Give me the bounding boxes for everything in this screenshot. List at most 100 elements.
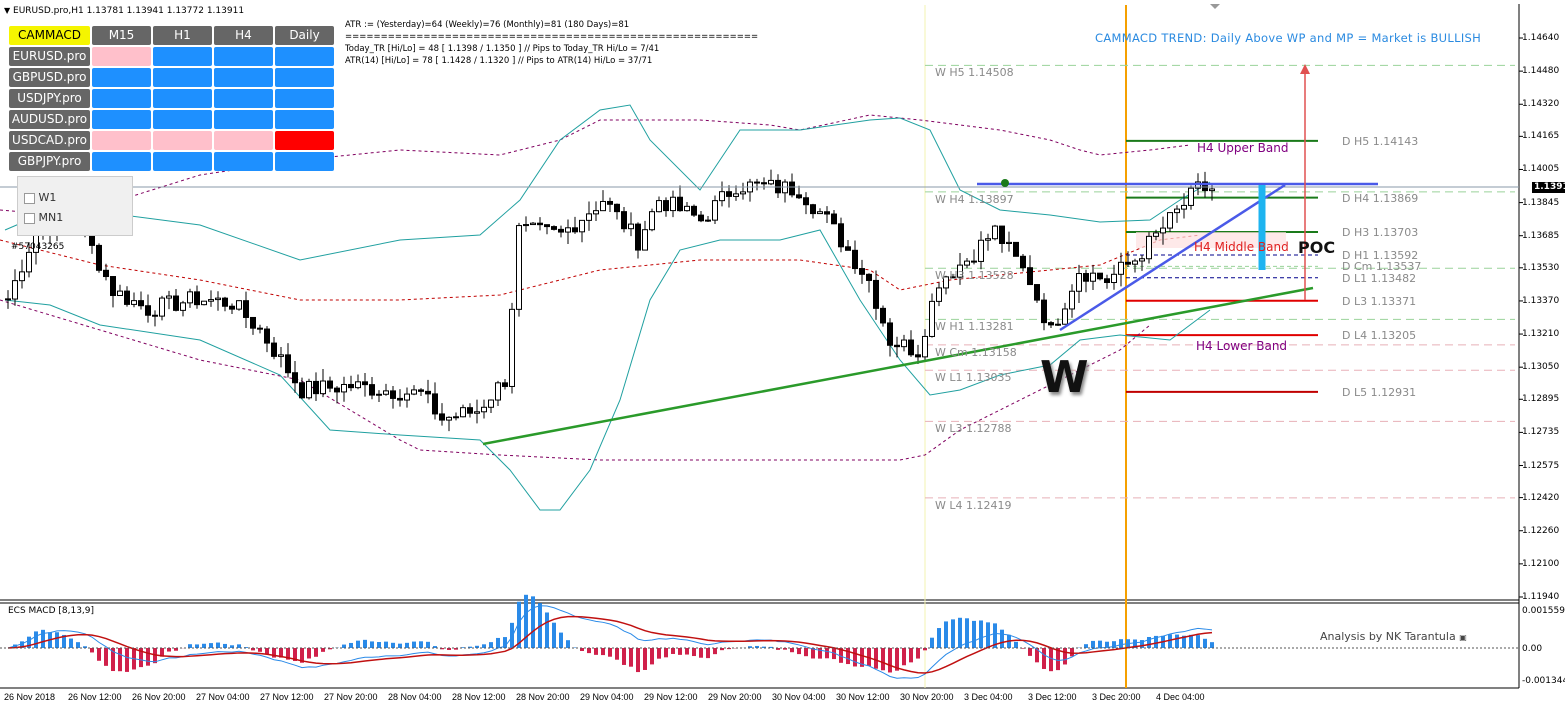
candle-body <box>1020 255 1026 269</box>
candle-body <box>495 382 501 401</box>
candle-body <box>341 383 347 393</box>
symbol-button[interactable]: USDCAD.pro <box>9 131 90 150</box>
macd-histogram-bar <box>279 648 283 658</box>
candle-body <box>26 251 32 273</box>
macd-label: ECS MACD [8,13,9] <box>8 606 95 616</box>
current-price-value: 1.13911 <box>1534 182 1565 192</box>
macd-histogram-bar <box>671 648 675 654</box>
signal-cell[interactable] <box>214 68 273 87</box>
outer-channel-lower <box>0 299 1151 461</box>
candle-body <box>789 181 795 196</box>
candle-body <box>166 295 172 299</box>
macd-histogram-bar <box>230 645 234 648</box>
candle-body <box>453 416 459 419</box>
signal-cell[interactable] <box>275 110 334 129</box>
signal-cell[interactable] <box>214 110 273 129</box>
candle-body <box>12 280 18 300</box>
macd-histogram-bar <box>440 648 444 650</box>
signal-cell[interactable] <box>92 152 151 171</box>
macd-histogram-bar <box>601 648 605 656</box>
signal-cell[interactable] <box>275 47 334 66</box>
signal-cell[interactable] <box>153 152 212 171</box>
dashboard-row: GBPUSD.pro <box>8 67 335 88</box>
macd-histogram-bar <box>853 648 857 667</box>
x-tick-label: 30 Nov 20:00 <box>900 692 954 702</box>
candle-body <box>670 196 676 212</box>
macd-histogram-bar <box>1196 635 1200 648</box>
candle-body <box>831 213 837 225</box>
macd-histogram-bar <box>1189 634 1193 648</box>
macd-histogram-bar <box>1098 640 1102 648</box>
signal-cell[interactable] <box>153 89 212 108</box>
checkbox-w1[interactable]: W1 <box>24 191 56 204</box>
candle-body <box>859 268 865 275</box>
signal-cell[interactable] <box>275 89 334 108</box>
x-tick-label: 27 Nov 04:00 <box>196 692 250 702</box>
signal-cell[interactable] <box>275 68 334 87</box>
macd-histogram-bar <box>349 642 353 648</box>
macd-histogram-bar <box>370 641 374 648</box>
candle-body <box>117 290 123 297</box>
symbol-button[interactable]: GBPUSD.pro <box>9 68 90 87</box>
macd-histogram-bar <box>958 617 962 648</box>
macd-histogram-bar <box>650 648 654 665</box>
y-tick-label: 1.13685 <box>1522 230 1560 241</box>
symbol-button[interactable]: USDJPY.pro <box>9 89 90 108</box>
macd-histogram-bar <box>524 594 528 648</box>
dashboard-title[interactable]: CAMMACD <box>9 26 90 45</box>
macd-histogram-bar <box>944 621 948 648</box>
symbol-button[interactable]: GBPJPY.pro <box>9 152 90 171</box>
macd-histogram-bar <box>629 648 633 667</box>
signal-cell[interactable] <box>214 89 273 108</box>
candle-body <box>488 399 494 408</box>
signal-cell[interactable] <box>92 47 151 66</box>
signal-cell[interactable] <box>92 110 151 129</box>
candle-body <box>376 393 382 396</box>
signal-cell[interactable] <box>153 131 212 150</box>
signal-cell[interactable] <box>275 131 334 150</box>
macd-histogram-bar <box>727 648 731 650</box>
signal-cell[interactable] <box>153 68 212 87</box>
symbol-button[interactable]: EURUSD.pro <box>9 47 90 66</box>
macd-histogram-bar <box>356 640 360 648</box>
macd-histogram-bar <box>1056 648 1060 671</box>
support-trendline[interactable] <box>482 286 1314 446</box>
macd-histogram-bar <box>139 648 143 668</box>
macd-histogram-bar <box>755 645 759 648</box>
signal-cell[interactable] <box>153 47 212 66</box>
candle-body <box>880 307 886 324</box>
macd-histogram-bar <box>286 648 290 660</box>
signal-cell[interactable] <box>214 152 273 171</box>
candle-body <box>915 354 921 358</box>
candle-body <box>964 260 970 266</box>
signal-cell[interactable] <box>275 152 334 171</box>
y-tick-label: 1.12260 <box>1522 525 1560 536</box>
macd-histogram-bar <box>307 648 311 659</box>
macd-histogram-bar <box>321 648 325 652</box>
rising-trendline[interactable] <box>1059 183 1286 332</box>
signal-cell[interactable] <box>92 68 151 87</box>
candle-body <box>1090 272 1096 282</box>
symbol-button[interactable]: AUDUSD.pro <box>9 110 90 129</box>
macd-histogram-bar <box>930 637 934 648</box>
candle-body <box>838 223 844 248</box>
candle-body <box>551 226 557 230</box>
macd-histogram-bar <box>860 648 864 667</box>
signal-cell[interactable] <box>153 110 212 129</box>
macd-histogram-bar <box>1028 648 1032 656</box>
signal-cell[interactable] <box>214 47 273 66</box>
signal-cell[interactable] <box>92 89 151 108</box>
checkbox-mn1[interactable]: MN1 <box>24 211 63 224</box>
candle-body <box>516 225 522 310</box>
macd-histogram-bar <box>1154 635 1158 648</box>
weekly-pivot-label: W L4 1.12419 <box>935 498 1012 512</box>
signal-cell[interactable] <box>92 131 151 150</box>
macd-histogram-bar <box>531 596 535 648</box>
candle-body <box>593 210 599 215</box>
cammacd-dashboard: CAMMACD M15 H1 H4 Daily EURUSD.pro GBPUSD… <box>8 25 335 172</box>
weekly-pivot-label: W H5 1.14508 <box>935 66 1014 80</box>
signal-cell[interactable] <box>214 131 273 150</box>
macd-histogram-bar <box>1140 640 1144 648</box>
checkbox-label: MN1 <box>38 211 64 224</box>
shift-marker-icon[interactable] <box>1210 4 1220 9</box>
